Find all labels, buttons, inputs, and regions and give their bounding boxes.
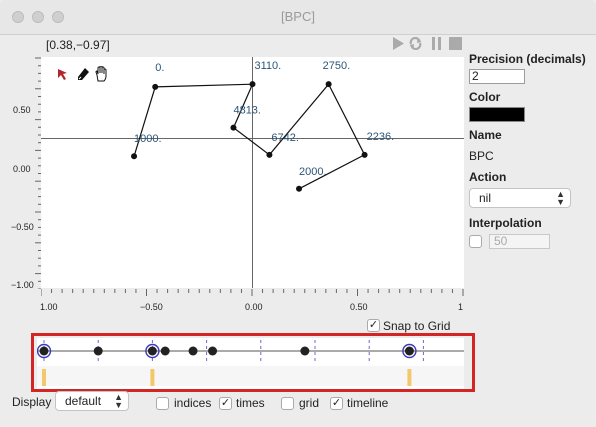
interpolation-label: Interpolation [469,216,542,230]
bpf-point-time-label: 2000. [299,166,327,178]
timeline-event-dot [160,346,170,356]
timeline-event-ring [37,343,52,359]
timeline-cue-marker [407,369,412,386]
timeline-cue-marker [150,369,155,386]
bpf-point-time-label: 6742. [271,132,299,144]
minimize-window-button[interactable] [32,11,44,23]
updown-chevron-icon: ▲ ▼ [556,189,565,207]
timeline-event-dot [93,346,103,356]
precision-label: Precision (decimals) [469,52,586,66]
name-label: Name [469,128,502,142]
loop-icon[interactable] [409,37,422,50]
interpolation-checkbox[interactable] [469,235,482,248]
bpf-line [133,83,366,190]
bpf-plot-svg[interactable]: 1000. 0. 3110. 4813. 6742. 2750. 2236. 2000. [41,57,464,288]
interpolation-input[interactable]: 50 [489,234,550,249]
y-tick-label: −0.50 [11,222,34,232]
timeline-svg[interactable]: 1000200030004000500060007000 [37,338,464,390]
timeline-event-dot [300,346,310,356]
display-label: Display [12,395,52,409]
times-checkbox[interactable]: ✓ [219,397,232,410]
action-label: Action [469,170,507,184]
stop-icon[interactable] [449,37,462,50]
bpf-point [131,153,138,160]
bpf-point-time-label: 2236. [367,131,395,143]
bpf-point-time-label: 1000. [134,133,162,145]
bpf-point [325,81,332,88]
x-tick-label: 0.50 [350,302,368,312]
action-select[interactable]: nil ▲ ▼ [469,188,571,208]
pause-icon[interactable] [430,37,443,50]
bpf-point-time-label: 3110. [255,60,282,72]
title-bar: [BPC] [0,0,596,35]
color-label: Color [469,90,501,104]
bpf-plot-area[interactable]: 1000. 0. 3110. 4813. 6742. 2750. 2236. 2000. [41,57,464,288]
x-tick-label: 1.00 [40,302,58,312]
close-window-button[interactable] [12,11,24,23]
timeline-event-ring [145,343,160,359]
x-tick-label: 0.00 [245,302,263,312]
timeline-marker-strip [37,366,464,386]
y-tick-label: −1.00 [11,280,34,290]
timeline-checkbox[interactable]: ✓ [330,397,343,410]
timeline-event-ring [402,343,417,359]
bpf-point-time-label: 4813. [233,105,261,117]
timeline-panel[interactable]: 1000200030004000500060007000 [37,338,464,390]
mouse-position-readout: [0.38,−0.97] [46,38,110,52]
snap-to-grid-checkbox[interactable]: ✓ [367,319,380,332]
bpf-point [152,83,159,90]
bpf-point [230,124,237,131]
display-select-value: default [65,394,102,408]
play-icon[interactable] [392,37,405,50]
timeline-cue-marker [42,369,46,386]
y-tick-label: 0.50 [13,105,31,115]
x-axis-ticks [41,289,464,296]
timeline-event-dot [188,346,198,356]
bpf-point [266,151,273,158]
updown-chevron-icon: ▲ ▼ [114,392,123,410]
color-swatch[interactable] [469,107,525,122]
y-axis-ticks [35,57,41,289]
bpf-point [361,151,368,158]
timeline-label: timeline [347,396,389,410]
window-title: [BPC] [281,9,315,24]
grid-checkbox[interactable] [281,397,294,410]
indices-label: indices [174,396,212,410]
timeline-event-dot [208,346,218,356]
display-select[interactable]: default ▲ ▼ [55,391,129,411]
timeline-highlight-box [31,333,475,392]
timeline-event-dot [147,346,157,356]
bpf-point [296,185,303,192]
bpf-point-time-label: 2750. [323,60,351,72]
times-label: times [236,396,265,410]
snap-to-grid-label: Snap to Grid [383,319,451,333]
hand-tool-icon[interactable] [94,66,110,82]
timeline-event-dot [39,346,49,356]
grid-label: grid [299,396,320,410]
pen-tool-icon[interactable] [75,66,91,82]
precision-input[interactable]: 2 [469,69,525,84]
x-tick-label: −0.50 [140,302,163,312]
indices-checkbox[interactable] [156,397,169,410]
bpf-point [249,81,256,88]
zoom-window-button[interactable] [52,11,64,23]
arrow-tool-icon[interactable] [55,66,71,82]
timeline-event-dot [404,346,414,356]
name-value: BPC [469,149,494,163]
y-tick-label: 0.00 [13,164,31,174]
x-tick-label: 1 [458,302,464,312]
bpf-point-time-label: 0. [155,62,164,74]
action-select-value: nil [479,191,492,205]
